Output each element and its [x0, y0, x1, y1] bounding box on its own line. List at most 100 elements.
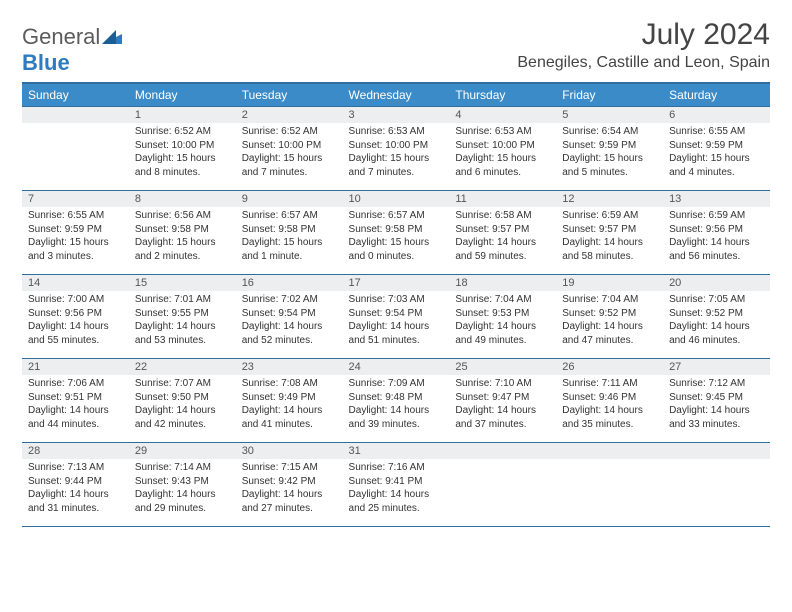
sunset-text: Sunset: 9:53 PM [455, 307, 550, 321]
daylight-text: and 4 minutes. [669, 166, 764, 180]
day-details: Sunrise: 7:15 AMSunset: 9:42 PMDaylight:… [236, 459, 343, 519]
day-cell: 30Sunrise: 7:15 AMSunset: 9:42 PMDayligh… [236, 443, 343, 527]
daylight-text: and 41 minutes. [242, 418, 337, 432]
daylight-text: Daylight: 14 hours [242, 320, 337, 334]
daylight-text: and 39 minutes. [349, 418, 444, 432]
daylight-text: and 46 minutes. [669, 334, 764, 348]
daylight-text: Daylight: 14 hours [349, 488, 444, 502]
day-cell: 29Sunrise: 7:14 AMSunset: 9:43 PMDayligh… [129, 443, 236, 527]
sunrise-text: Sunrise: 7:11 AM [562, 377, 657, 391]
day-details: Sunrise: 7:09 AMSunset: 9:48 PMDaylight:… [343, 375, 450, 435]
day-cell: 24Sunrise: 7:09 AMSunset: 9:48 PMDayligh… [343, 359, 450, 443]
dow-friday: Friday [556, 83, 663, 107]
sunrise-text: Sunrise: 6:55 AM [28, 209, 123, 223]
sunset-text: Sunset: 9:44 PM [28, 475, 123, 489]
day-cell: 18Sunrise: 7:04 AMSunset: 9:53 PMDayligh… [449, 275, 556, 359]
day-number: 31 [343, 443, 450, 459]
day-details: Sunrise: 6:57 AMSunset: 9:58 PMDaylight:… [343, 207, 450, 267]
day-cell: 25Sunrise: 7:10 AMSunset: 9:47 PMDayligh… [449, 359, 556, 443]
daylight-text: and 7 minutes. [349, 166, 444, 180]
week-row: 28Sunrise: 7:13 AMSunset: 9:44 PMDayligh… [22, 443, 770, 527]
daylight-text: Daylight: 15 hours [349, 152, 444, 166]
day-details: Sunrise: 7:14 AMSunset: 9:43 PMDaylight:… [129, 459, 236, 519]
daylight-text: Daylight: 14 hours [349, 320, 444, 334]
daylight-text: and 53 minutes. [135, 334, 230, 348]
day-cell: 23Sunrise: 7:08 AMSunset: 9:49 PMDayligh… [236, 359, 343, 443]
day-cell: 3Sunrise: 6:53 AMSunset: 10:00 PMDayligh… [343, 107, 450, 191]
sunset-text: Sunset: 9:52 PM [669, 307, 764, 321]
brand-text: General Blue [22, 24, 122, 76]
day-number: 4 [449, 107, 556, 123]
sunset-text: Sunset: 9:43 PM [135, 475, 230, 489]
sunrise-text: Sunrise: 7:10 AM [455, 377, 550, 391]
day-details: Sunrise: 6:53 AMSunset: 10:00 PMDaylight… [449, 123, 556, 183]
day-number: 12 [556, 191, 663, 207]
sunrise-text: Sunrise: 7:00 AM [28, 293, 123, 307]
day-number: 30 [236, 443, 343, 459]
day-number: 25 [449, 359, 556, 375]
sunrise-text: Sunrise: 7:16 AM [349, 461, 444, 475]
sunset-text: Sunset: 9:50 PM [135, 391, 230, 405]
day-number: 15 [129, 275, 236, 291]
day-cell: 27Sunrise: 7:12 AMSunset: 9:45 PMDayligh… [663, 359, 770, 443]
brand-part1: General [22, 24, 100, 49]
sunrise-text: Sunrise: 6:57 AM [349, 209, 444, 223]
day-cell: 20Sunrise: 7:05 AMSunset: 9:52 PMDayligh… [663, 275, 770, 359]
week-row: 14Sunrise: 7:00 AMSunset: 9:56 PMDayligh… [22, 275, 770, 359]
daylight-text: and 8 minutes. [135, 166, 230, 180]
day-number: 1 [129, 107, 236, 123]
day-details: Sunrise: 7:03 AMSunset: 9:54 PMDaylight:… [343, 291, 450, 351]
day-details: Sunrise: 6:58 AMSunset: 9:57 PMDaylight:… [449, 207, 556, 267]
sunrise-text: Sunrise: 6:52 AM [135, 125, 230, 139]
day-cell: 19Sunrise: 7:04 AMSunset: 9:52 PMDayligh… [556, 275, 663, 359]
calendar-table: SundayMondayTuesdayWednesdayThursdayFrid… [22, 82, 770, 527]
day-number: 21 [22, 359, 129, 375]
daylight-text: and 52 minutes. [242, 334, 337, 348]
day-details: Sunrise: 7:10 AMSunset: 9:47 PMDaylight:… [449, 375, 556, 435]
sunset-text: Sunset: 9:54 PM [349, 307, 444, 321]
day-cell: 22Sunrise: 7:07 AMSunset: 9:50 PMDayligh… [129, 359, 236, 443]
day-details: Sunrise: 7:00 AMSunset: 9:56 PMDaylight:… [22, 291, 129, 351]
day-number: 5 [556, 107, 663, 123]
daylight-text: and 49 minutes. [455, 334, 550, 348]
day-number: 20 [663, 275, 770, 291]
sunrise-text: Sunrise: 6:56 AM [135, 209, 230, 223]
day-cell [22, 107, 129, 191]
sunset-text: Sunset: 9:51 PM [28, 391, 123, 405]
day-details: Sunrise: 6:59 AMSunset: 9:56 PMDaylight:… [663, 207, 770, 267]
sunset-text: Sunset: 10:00 PM [349, 139, 444, 153]
day-details: Sunrise: 7:08 AMSunset: 9:49 PMDaylight:… [236, 375, 343, 435]
daylight-text: Daylight: 14 hours [562, 404, 657, 418]
day-details: Sunrise: 6:53 AMSunset: 10:00 PMDaylight… [343, 123, 450, 183]
daylight-text: Daylight: 15 hours [669, 152, 764, 166]
sunrise-text: Sunrise: 7:02 AM [242, 293, 337, 307]
daylight-text: Daylight: 14 hours [242, 488, 337, 502]
day-number: 22 [129, 359, 236, 375]
daylight-text: Daylight: 14 hours [455, 320, 550, 334]
daylight-text: Daylight: 15 hours [135, 152, 230, 166]
header: General Blue July 2024 Benegiles, Castil… [22, 18, 770, 78]
daylight-text: and 31 minutes. [28, 502, 123, 516]
daylight-text: Daylight: 15 hours [242, 152, 337, 166]
day-number [556, 443, 663, 459]
daylight-text: and 7 minutes. [242, 166, 337, 180]
sunset-text: Sunset: 10:00 PM [455, 139, 550, 153]
day-cell: 12Sunrise: 6:59 AMSunset: 9:57 PMDayligh… [556, 191, 663, 275]
day-details [663, 459, 770, 465]
daylight-text: and 42 minutes. [135, 418, 230, 432]
daylight-text: Daylight: 14 hours [28, 320, 123, 334]
day-number [663, 443, 770, 459]
sunset-text: Sunset: 9:57 PM [455, 223, 550, 237]
sunrise-text: Sunrise: 7:14 AM [135, 461, 230, 475]
daylight-text: Daylight: 14 hours [349, 404, 444, 418]
day-number [22, 107, 129, 123]
sunset-text: Sunset: 9:42 PM [242, 475, 337, 489]
sunset-text: Sunset: 9:56 PM [669, 223, 764, 237]
daylight-text: Daylight: 14 hours [669, 404, 764, 418]
day-cell: 5Sunrise: 6:54 AMSunset: 9:59 PMDaylight… [556, 107, 663, 191]
sunrise-text: Sunrise: 7:04 AM [455, 293, 550, 307]
daylight-text: and 33 minutes. [669, 418, 764, 432]
day-cell: 9Sunrise: 6:57 AMSunset: 9:58 PMDaylight… [236, 191, 343, 275]
daylight-text: and 58 minutes. [562, 250, 657, 264]
daylight-text: Daylight: 14 hours [455, 236, 550, 250]
